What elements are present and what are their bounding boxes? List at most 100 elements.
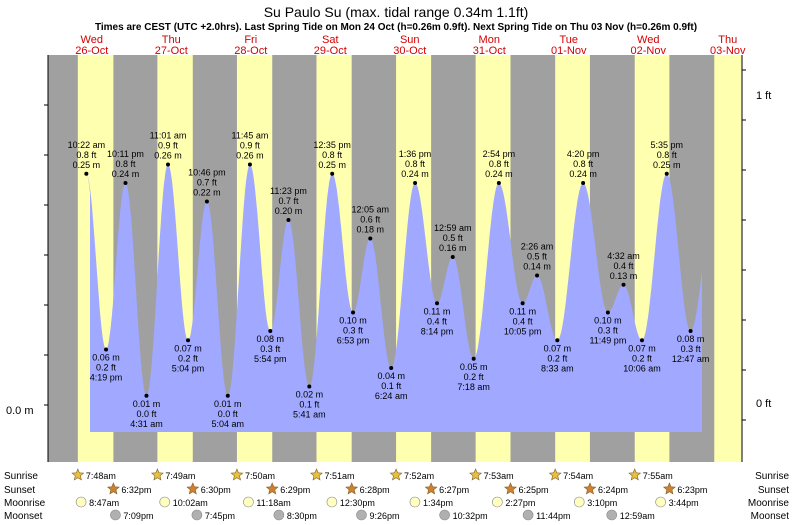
low-tide-ft: 0.4 ft — [427, 316, 448, 326]
moonrise-time: 12:30pm — [340, 498, 375, 508]
high-tide-time: 2:54 pm — [483, 149, 516, 159]
tide-curve — [86, 164, 703, 432]
day-date: 02-Nov — [631, 45, 667, 57]
high-tide-m: 0.16 m — [439, 243, 467, 253]
moonrise-time: 10:02am — [173, 498, 208, 508]
low-tide-ft: 0.4 ft — [513, 316, 534, 326]
high-tide-m: 0.18 m — [357, 225, 385, 235]
high-tide-m: 0.13 m — [610, 271, 638, 281]
high-tide-m: 0.24 m — [569, 169, 597, 179]
sunrise-time: 7:54am — [563, 471, 593, 481]
sunset-time: 6:25pm — [519, 485, 549, 495]
low-tide-time: 5:41 am — [293, 410, 326, 420]
low-tide-time: 8:33 am — [541, 363, 574, 373]
low-tide-point — [435, 301, 440, 306]
sunset-time: 6:29pm — [280, 485, 310, 495]
low-tide-point — [639, 338, 644, 343]
day-name: Thu — [162, 34, 181, 46]
sunrise-icon — [230, 468, 244, 481]
low-tide-time: 10:06 am — [623, 363, 661, 373]
day-name: Fri — [244, 34, 257, 46]
high-tide-ft: 0.4 ft — [614, 261, 635, 271]
day-name: Sat — [322, 34, 339, 46]
moonrise-icon — [409, 496, 421, 508]
high-tide-m: 0.20 m — [275, 206, 303, 216]
low-tide-time: 7:18 am — [457, 382, 490, 392]
low-tide-time: 4:31 am — [130, 419, 163, 429]
high-tide-point — [84, 171, 89, 176]
low-tide-time: 10:05 pm — [504, 326, 542, 336]
high-tide-point — [450, 255, 455, 259]
low-tide-point — [307, 384, 312, 389]
sunset-time: 6:30pm — [201, 485, 231, 495]
moonrise-icon — [159, 496, 171, 508]
sunrise-icon — [469, 468, 483, 481]
moonset-time: 9:26pm — [369, 511, 399, 521]
sunset-time: 6:28pm — [360, 485, 390, 495]
moonset-time: 8:30pm — [287, 511, 317, 521]
high-tide-point — [247, 162, 252, 167]
high-tide-ft: 0.8 ft — [322, 150, 343, 160]
low-tide-ft: 0.2 ft — [464, 372, 485, 382]
sunrise-icon — [150, 468, 164, 481]
moonset-icon — [522, 509, 534, 521]
low-tide-ft: 0.2 ft — [632, 353, 653, 363]
sunset-icon — [186, 482, 200, 495]
low-tide-m: 0.01 m — [133, 399, 161, 409]
high-tide-point — [286, 218, 291, 222]
high-tide-m: 0.22 m — [193, 188, 221, 198]
high-tide-time: 10:11 pm — [107, 149, 144, 159]
moonset-icon — [110, 509, 121, 521]
low-tide-point — [688, 329, 693, 333]
low-tide-ft: 0.0 ft — [218, 409, 239, 419]
low-tide-ft: 0.3 ft — [343, 326, 364, 336]
sunset-row-label-right: Sunset — [758, 485, 789, 496]
chart-title: Su Paulo Su (max. tidal range 0.34m 1.1f… — [264, 4, 529, 20]
high-tide-m: 0.14 m — [523, 262, 551, 272]
moonrise-row-label-right: Moonrise — [748, 498, 790, 509]
high-tide-ft: 0.8 ft — [115, 159, 136, 169]
low-tide-point — [268, 329, 273, 333]
low-tide-ft: 0.3 ft — [598, 326, 619, 336]
moonrise-icon — [655, 496, 666, 508]
low-tide-ft: 0.2 ft — [178, 353, 199, 363]
high-tide-time: 12:35 pm — [313, 140, 351, 150]
right-axis-label-0ft: 0 ft — [756, 398, 771, 410]
low-tide-point — [104, 347, 109, 352]
high-tide-m: 0.25 m — [653, 160, 681, 170]
low-tide-ft: 0.2 ft — [96, 363, 117, 373]
sunset-icon — [106, 482, 120, 495]
moonset-time: 7:09pm — [123, 511, 153, 521]
sunset-icon — [345, 482, 359, 495]
day-date: 31-Oct — [473, 45, 506, 57]
high-tide-ft: 0.9 ft — [240, 141, 261, 151]
day-date: 27-Oct — [155, 45, 188, 57]
high-tide-ft: 0.7 ft — [278, 196, 299, 206]
moonset-icon — [356, 509, 367, 521]
low-tide-m: 0.04 m — [377, 371, 405, 381]
low-tide-time: 6:53 pm — [337, 336, 370, 346]
high-tide-point — [621, 282, 626, 287]
high-tide-ft: 0.9 ft — [158, 141, 179, 151]
day-name: Wed — [637, 34, 659, 46]
low-tide-time: 5:04 am — [212, 419, 245, 429]
sunrise-icon — [310, 468, 323, 481]
low-tide-point — [471, 356, 476, 361]
sunset-icon — [265, 482, 279, 495]
high-tide-time: 10:46 pm — [188, 168, 226, 178]
moonrise-time: 3:10pm — [587, 498, 617, 508]
moonset-row-label-left: Moonset — [4, 511, 43, 522]
high-tide-m: 0.24 m — [112, 169, 140, 179]
day-date: 26-Oct — [75, 45, 108, 57]
low-tide-m: 0.05 m — [460, 362, 488, 372]
high-tide-point — [413, 181, 418, 185]
low-tide-m: 0.07 m — [628, 343, 656, 353]
moonrise-time: 1:34pm — [423, 498, 453, 508]
sunset-time: 6:23pm — [677, 485, 707, 495]
sunrise-time: 7:52am — [404, 471, 434, 481]
moonrise-icon — [243, 496, 254, 508]
high-tide-point — [165, 162, 170, 167]
low-tide-point — [225, 393, 230, 398]
moonrise-row-label-left: Moonrise — [4, 498, 46, 509]
high-tide-m: 0.24 m — [485, 169, 513, 179]
